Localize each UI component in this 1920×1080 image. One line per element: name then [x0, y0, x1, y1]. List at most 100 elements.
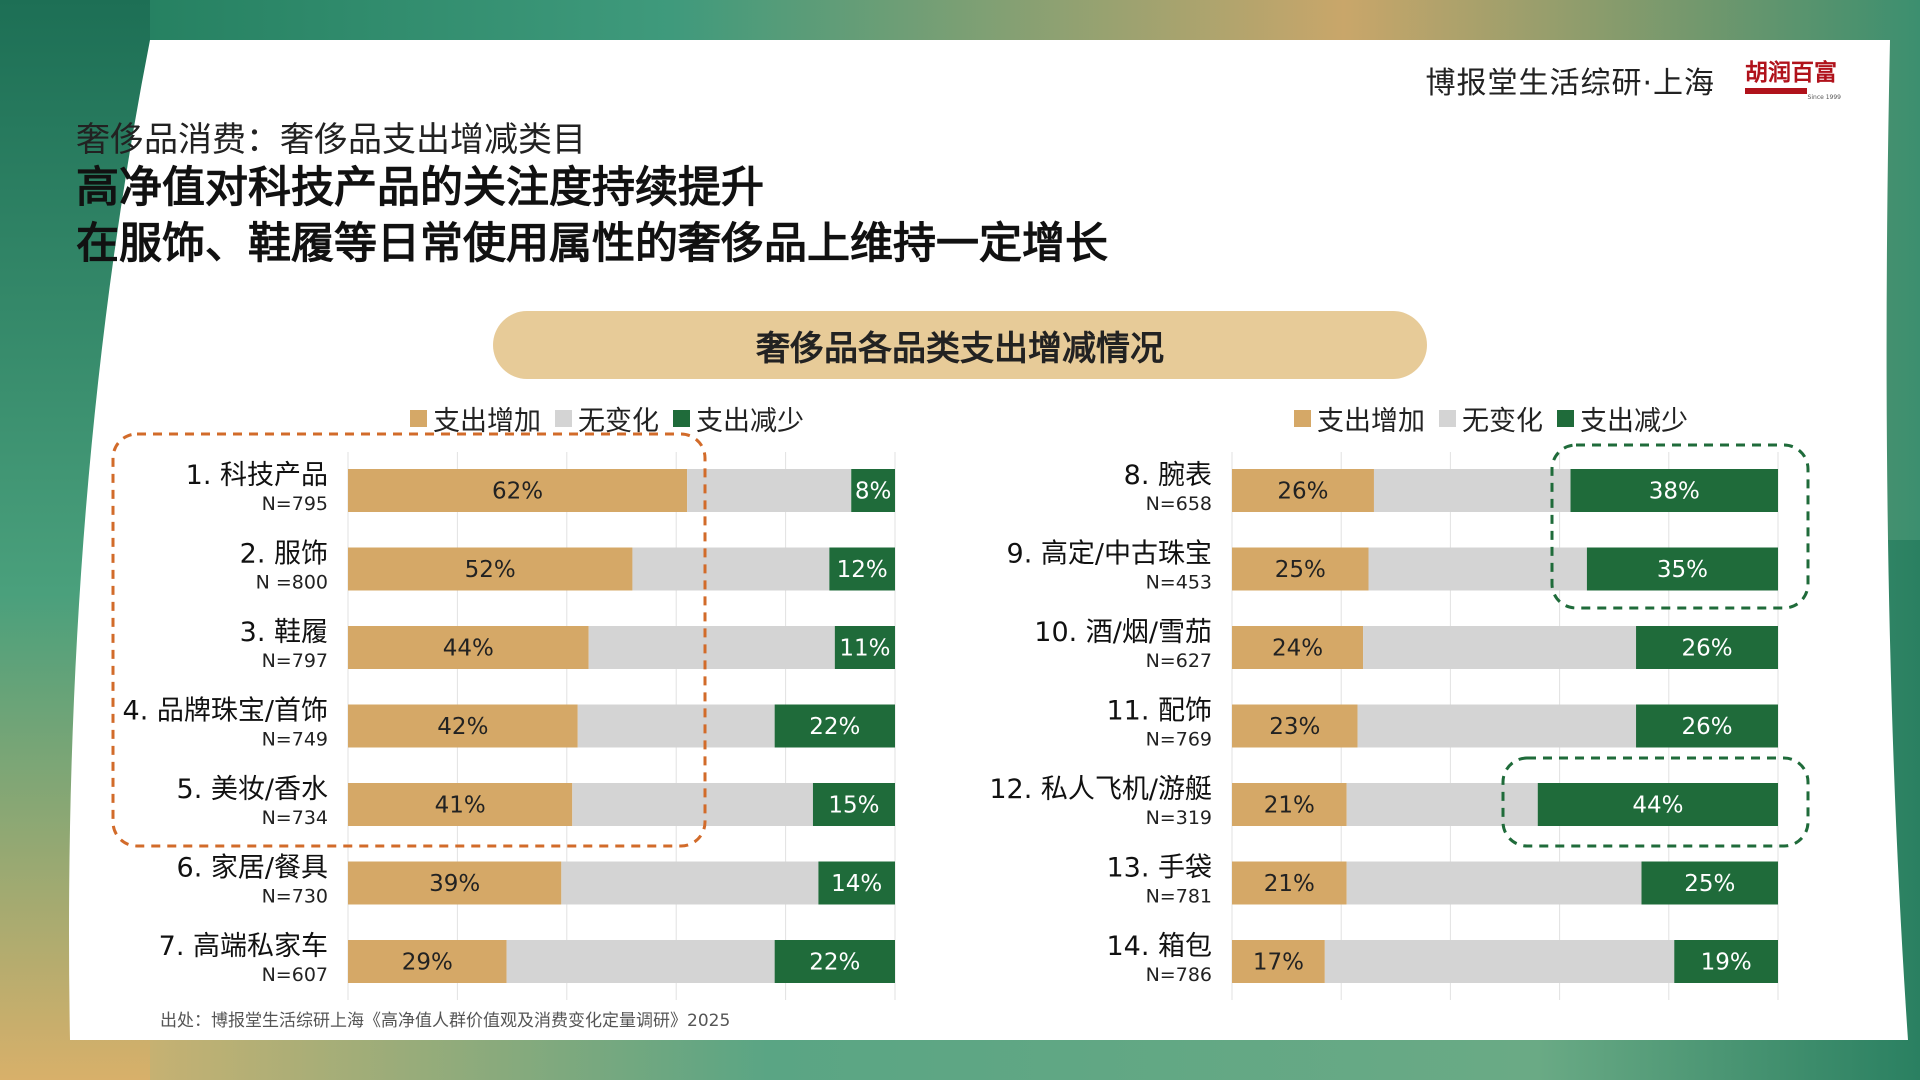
highlight-box: [1550, 443, 1810, 610]
bar-segment-nochange: [1373, 469, 1571, 512]
brand-name: 博报堂生活综研·上海: [1425, 66, 1715, 101]
highlight-box: [111, 432, 707, 848]
bar-segment-nochange: [1346, 783, 1538, 826]
data-label-increase: 21%: [1264, 871, 1315, 897]
category-label: 4. 品牌珠宝/首饰: [123, 696, 328, 727]
bar-segment-decrease: [1641, 861, 1778, 905]
data-label-increase: 41%: [435, 793, 486, 819]
bar-segment-decrease: [812, 783, 895, 826]
bar-segment-nochange: [588, 626, 835, 669]
chart-banner-title: 奢侈品各品类支出增减情况: [493, 311, 1427, 379]
category-label: 1. 科技产品: [186, 460, 328, 491]
data-label-decrease: 38%: [1649, 479, 1700, 505]
legend-swatch-increase: [1294, 410, 1311, 427]
category-label: 8. 腕表: [1124, 460, 1212, 491]
bar-segment-increase: [348, 626, 589, 669]
sample-size-label: N=607: [262, 964, 328, 986]
data-label-decrease: 25%: [1684, 871, 1735, 897]
legend-swatch-decrease: [1557, 410, 1574, 427]
headline-line-2: 在服饰、鞋履等日常使用属性的奢侈品上维持一定增长: [76, 219, 1108, 269]
bar-segment-decrease: [834, 626, 895, 669]
legend-item-nochange: 无变化: [555, 399, 659, 438]
bar-segment-increase: [1232, 469, 1374, 512]
bar-segment-decrease: [1586, 547, 1778, 591]
bar-segment-increase: [1232, 626, 1364, 669]
data-label-decrease: 12%: [837, 557, 888, 583]
bar-segment-increase: [1232, 940, 1325, 983]
data-label-increase: 21%: [1264, 793, 1315, 819]
data-label-increase: 44%: [443, 636, 494, 662]
bar-segment-increase: [348, 783, 573, 826]
legend-right: 支出增加 无变化 支出减少: [1294, 399, 1702, 438]
bar-segment-nochange: [687, 469, 852, 512]
legend-label-nochange: 无变化: [1462, 406, 1543, 437]
sample-size-label: N=627: [1146, 650, 1212, 672]
bar-segment-nochange: [506, 940, 775, 983]
data-label-decrease: 26%: [1681, 714, 1732, 740]
data-label-increase: 23%: [1269, 714, 1320, 740]
bar-segment-nochange: [1324, 940, 1675, 983]
bar-segment-increase: [348, 547, 633, 591]
legend-item-nochange: 无变化: [1439, 399, 1543, 438]
category-label: 14. 箱包: [1106, 931, 1212, 962]
data-label-decrease: 8%: [855, 479, 892, 505]
legend-label-increase: 支出增加: [1317, 406, 1425, 437]
bar-segment-decrease: [1537, 783, 1778, 826]
data-label-decrease: 11%: [839, 636, 890, 662]
bar-segment-decrease: [829, 547, 895, 591]
data-label-increase: 25%: [1275, 557, 1326, 583]
data-label-decrease: 22%: [809, 714, 860, 740]
category-label: 13. 手袋: [1106, 853, 1212, 884]
section-subtitle: 奢侈品消费：奢侈品支出增减类目: [76, 120, 586, 160]
bar-segment-nochange: [1357, 704, 1637, 748]
legend-item-decrease: 支出减少: [673, 399, 804, 438]
sample-size-label: N=797: [262, 650, 328, 672]
data-label-increase: 42%: [437, 714, 488, 740]
category-label: 2. 服饰: [240, 539, 328, 570]
bar-segment-decrease: [851, 469, 895, 512]
bar-segment-increase: [348, 940, 507, 983]
bar-segment-increase: [1232, 861, 1347, 905]
bar-segment-increase: [348, 469, 688, 512]
sample-size-label: N=734: [262, 807, 328, 829]
data-label-increase: 24%: [1272, 636, 1323, 662]
logo-text: 胡润百富: [1745, 59, 1837, 86]
bar-segment-decrease: [774, 940, 895, 983]
highlight-box: [1501, 756, 1810, 848]
sample-size-label: N=749: [262, 729, 328, 751]
sample-size-label: N=658: [1146, 493, 1212, 515]
category-label: 6. 家居/餐具: [177, 853, 328, 884]
data-label-decrease: 19%: [1701, 950, 1752, 976]
legend-label-nochange: 无变化: [578, 406, 659, 437]
logo-since: Since 1999: [1807, 94, 1841, 101]
bar-segment-decrease: [1636, 626, 1778, 669]
bar-segment-nochange: [577, 704, 775, 748]
headline: 高净值对科技产品的关注度持续提升 在服饰、鞋履等日常使用属性的奢侈品上维持一定增…: [76, 160, 1108, 272]
data-label-increase: 52%: [465, 557, 516, 583]
sample-size-label: N=786: [1146, 964, 1212, 986]
bar-segment-nochange: [572, 783, 813, 826]
category-label: 12. 私人飞机/游艇: [989, 774, 1212, 805]
data-label-increase: 17%: [1253, 950, 1304, 976]
legend-label-decrease: 支出减少: [696, 406, 804, 437]
data-label-decrease: 22%: [809, 950, 860, 976]
data-label-increase: 29%: [402, 950, 453, 976]
bar-segment-decrease: [1570, 469, 1778, 512]
data-label-decrease: 15%: [828, 793, 879, 819]
category-label: 11. 配饰: [1106, 696, 1212, 727]
sample-size-label: N=319: [1146, 807, 1212, 829]
bar-segment-nochange: [1368, 547, 1587, 591]
bar-segment-nochange: [1363, 626, 1637, 669]
logo-bar: [1745, 88, 1807, 94]
category-label: 9. 高定/中古珠宝: [1007, 539, 1212, 570]
sample-size-label: N=769: [1146, 729, 1212, 751]
bar-segment-nochange: [1346, 861, 1642, 905]
hurun-logo: 胡润百富 Since 1999: [1745, 60, 1845, 102]
headline-line-1: 高净值对科技产品的关注度持续提升: [76, 163, 764, 213]
category-label: 10. 酒/烟/雪茄: [1034, 617, 1212, 648]
source-note: 出处：博报堂生活综研上海《高净值人群价值观及消费变化定量调研》2025: [160, 1011, 731, 1031]
legend-swatch-decrease: [673, 410, 690, 427]
bar-segment-increase: [348, 861, 562, 905]
legend-left: 支出增加 无变化 支出减少: [410, 399, 818, 438]
